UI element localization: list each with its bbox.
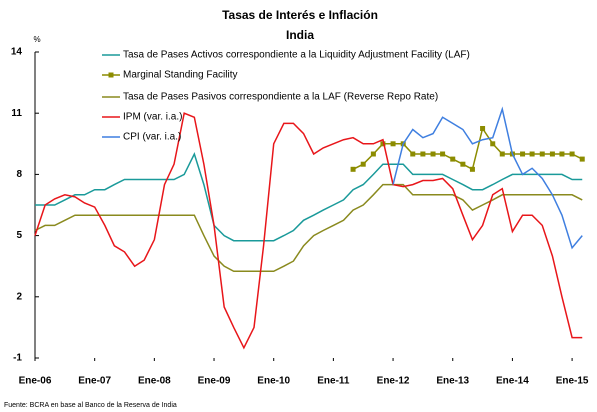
series-marker bbox=[539, 151, 545, 157]
x-tick-label: Ene-08 bbox=[138, 376, 171, 387]
x-tick-label: Ene-10 bbox=[257, 376, 290, 387]
legend-label: CPI (var. i.a.) bbox=[123, 132, 181, 143]
series-marker bbox=[579, 156, 585, 162]
series-marker bbox=[370, 151, 376, 157]
x-tick-label: Ene-12 bbox=[377, 376, 410, 387]
source-note: Fuente: BCRA en base al Banco de la Rese… bbox=[4, 402, 177, 409]
x-tick-label: Ene-11 bbox=[317, 376, 350, 387]
series-marker bbox=[549, 151, 555, 157]
series-marker bbox=[569, 151, 575, 157]
series-marker bbox=[390, 141, 396, 147]
series-marker bbox=[350, 166, 356, 172]
series-marker bbox=[410, 151, 416, 157]
chart-subtitle: India bbox=[286, 28, 314, 42]
legend-label: IPM (var. i.a.) bbox=[123, 112, 182, 123]
y-tick-label: 5 bbox=[16, 230, 22, 241]
series-line bbox=[34, 112, 583, 350]
series-marker bbox=[450, 156, 456, 162]
y-tick-label: 11 bbox=[11, 108, 22, 119]
series-marker bbox=[380, 141, 386, 147]
series-marker bbox=[520, 151, 526, 157]
series-marker bbox=[440, 151, 446, 157]
y-tick-label: 14 bbox=[11, 47, 23, 58]
chart-title: Tasas de Interés e Inflación bbox=[222, 8, 378, 22]
series-marker bbox=[499, 151, 505, 157]
series-line bbox=[35, 151, 583, 242]
y-unit: % bbox=[33, 35, 40, 44]
legend-marker bbox=[108, 72, 114, 78]
x-tick-label: Ene-15 bbox=[556, 376, 589, 387]
series-marker bbox=[529, 151, 535, 157]
series-marker bbox=[430, 151, 436, 157]
x-tick-label: Ene-06 bbox=[19, 376, 52, 387]
series-marker bbox=[460, 161, 466, 167]
legend-label: Tasa de Pases Pasivos correspondiente a … bbox=[123, 92, 438, 103]
x-tick-label: Ene-13 bbox=[436, 376, 469, 387]
x-tick-label: Ene-07 bbox=[78, 376, 111, 387]
x-tick-label: Ene-14 bbox=[496, 376, 529, 387]
y-tick-label: -1 bbox=[13, 353, 22, 364]
series-marker bbox=[490, 141, 496, 147]
legend-label: Tasa de Pases Activos correspondiente a … bbox=[123, 50, 470, 61]
legend-label: Marginal Standing Facility bbox=[123, 70, 238, 81]
series-marker bbox=[420, 151, 426, 157]
series-marker bbox=[469, 166, 475, 172]
series-line bbox=[34, 183, 583, 273]
series-line bbox=[392, 106, 583, 250]
series-marker bbox=[360, 161, 366, 167]
y-tick-label: 2 bbox=[16, 291, 22, 302]
y-tick-label: 8 bbox=[16, 169, 22, 180]
x-tick-label: Ene-09 bbox=[198, 376, 231, 387]
series-marker bbox=[559, 151, 565, 157]
series-marker bbox=[480, 126, 486, 131]
